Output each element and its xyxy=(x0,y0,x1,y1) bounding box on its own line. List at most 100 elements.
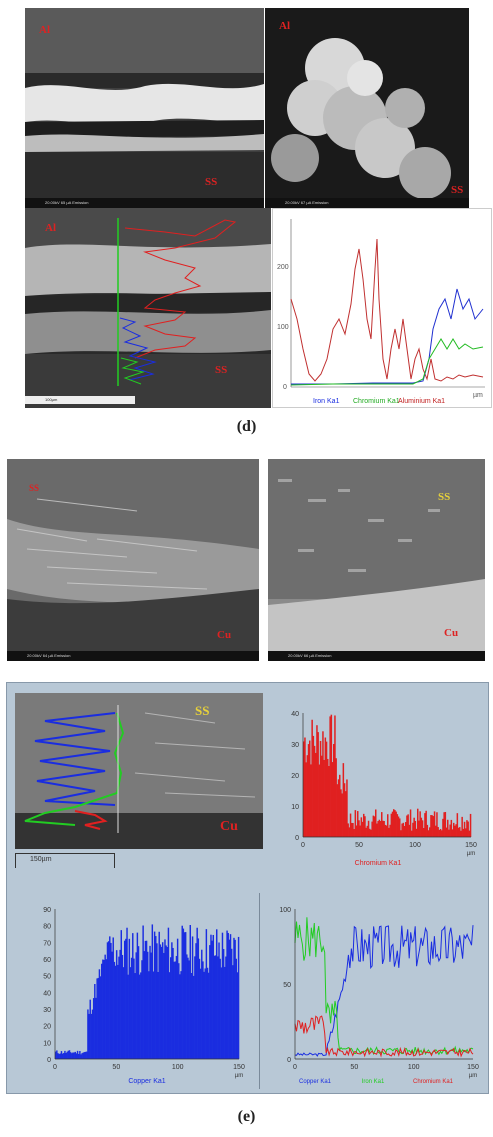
chromium-bar xyxy=(369,828,371,837)
chromium-bar xyxy=(385,825,388,837)
copper-bar xyxy=(98,969,101,1059)
copper-bar xyxy=(81,1053,83,1059)
copper-bar xyxy=(153,931,156,1059)
chromium-bar xyxy=(333,744,335,837)
copper-bar xyxy=(107,941,110,1059)
label-ss: SS xyxy=(438,491,451,503)
copper-bar xyxy=(121,954,124,1059)
chromium-bar xyxy=(306,755,309,837)
chromium-bar xyxy=(426,824,429,837)
copper-bar xyxy=(125,938,127,1059)
copper-bar xyxy=(197,938,200,1059)
copper-bar xyxy=(158,931,160,1059)
x-tick-label: 0 xyxy=(301,842,305,849)
scale-label: 150µm xyxy=(30,856,52,863)
sem-image-linescan: Al SS 100µm xyxy=(25,208,271,408)
copper-bar xyxy=(187,957,189,1059)
copper-bar xyxy=(133,958,135,1059)
copper-bar xyxy=(129,967,132,1059)
chromium-bar xyxy=(468,830,471,837)
copper-bar xyxy=(111,951,113,1059)
copper-bar xyxy=(203,971,205,1059)
chromium-bar xyxy=(456,813,459,837)
chromium-bar xyxy=(382,820,384,837)
chromium-bar xyxy=(342,763,345,837)
copper-bar xyxy=(160,946,163,1059)
sem-image-al-ss-interface: Al SS 20.00kV 65 µA Emission xyxy=(25,8,264,208)
chromium-bar xyxy=(467,821,469,837)
chromium-bar xyxy=(371,821,373,837)
sem-texture xyxy=(268,459,485,661)
chart-copper: 90 80 70 60 50 40 30 20 10 0 0 50 100 150 µm Copper Ka1 xyxy=(15,893,255,1089)
copper-bar xyxy=(179,974,181,1059)
copper-bar xyxy=(184,932,187,1059)
x-unit-label: µm xyxy=(235,1073,243,1079)
copper-bar xyxy=(150,952,152,1059)
copper-bar xyxy=(128,938,131,1059)
scale-bar: 100µm xyxy=(25,396,135,404)
chromium-bar xyxy=(424,813,426,837)
chromium-bar xyxy=(318,764,321,837)
chromium-bar xyxy=(436,812,438,837)
divider xyxy=(259,893,260,1089)
chromium-bar xyxy=(423,828,425,837)
copper-bar xyxy=(143,951,145,1059)
x-tick-label: 100 xyxy=(408,1064,420,1071)
copper-bar xyxy=(138,974,141,1059)
chromium-bar xyxy=(465,828,467,837)
y-tick-label: 60 xyxy=(43,957,51,964)
copper-bar xyxy=(83,1052,86,1059)
chromium-bar xyxy=(429,827,431,837)
copper-bar xyxy=(221,932,224,1059)
chromium-bar xyxy=(348,827,351,837)
copper-bar xyxy=(213,955,216,1059)
chromium-bar xyxy=(312,735,315,837)
chromium-bar xyxy=(372,815,375,837)
copper-bar xyxy=(159,944,162,1059)
sem-image-ss-cu-right: SS Cu 20.00kV 66 µA Emission xyxy=(268,459,485,661)
sem-image-ss-cu-left: SS Cu 20.00kV 64 µA Emission xyxy=(7,459,259,661)
y-tick-label: 40 xyxy=(291,711,299,718)
y-tick: 200 xyxy=(277,264,289,271)
chromium-bar xyxy=(390,813,393,837)
chromium-bar xyxy=(449,824,451,837)
chromium-bar xyxy=(389,824,391,837)
copper-bar xyxy=(55,1051,57,1059)
copper-bar xyxy=(84,1051,87,1059)
copper-bar xyxy=(198,958,201,1059)
copper-bar xyxy=(109,936,111,1059)
copper-bar xyxy=(142,925,144,1059)
copper-bar xyxy=(61,1053,64,1059)
chromium-bar xyxy=(417,808,419,837)
copper-bar xyxy=(232,965,234,1059)
legend-chromium: Chromium Ka1 xyxy=(353,398,400,405)
copper-bar xyxy=(225,956,227,1059)
chromium-bar xyxy=(341,793,343,837)
chromium-bar xyxy=(360,817,363,837)
label-ss: SS xyxy=(195,703,210,718)
chromium-bar xyxy=(359,825,361,837)
chromium-bar xyxy=(322,731,324,837)
linescan-plot-d: 200 100 0 µm Iron Ka1 Chromium Ka1 Alumi… xyxy=(277,219,485,405)
copper-bar xyxy=(164,939,166,1059)
chromium-bar xyxy=(460,830,462,837)
copper-bar xyxy=(226,930,228,1059)
copper-bar xyxy=(64,1050,66,1059)
y-tick-label: 100 xyxy=(279,907,291,914)
copper-bar xyxy=(224,966,226,1059)
copper-bar xyxy=(183,932,186,1059)
chromium-bar xyxy=(405,822,407,837)
scale-bar: 20.00kV 67 µA Emission xyxy=(265,198,469,208)
x-unit-label: µm xyxy=(469,1073,477,1079)
copper-bar xyxy=(157,971,159,1059)
chromium-bar xyxy=(340,789,342,837)
chromium-bar xyxy=(462,828,465,837)
sem-texture xyxy=(25,8,264,208)
copper-bar xyxy=(191,936,194,1059)
chromium-bar xyxy=(414,820,417,837)
chromium-bar xyxy=(455,824,457,837)
label-cu: Cu xyxy=(217,629,232,641)
copper-bar xyxy=(137,946,140,1059)
copper-bar xyxy=(117,964,119,1059)
y-tick-label: 70 xyxy=(43,940,51,947)
